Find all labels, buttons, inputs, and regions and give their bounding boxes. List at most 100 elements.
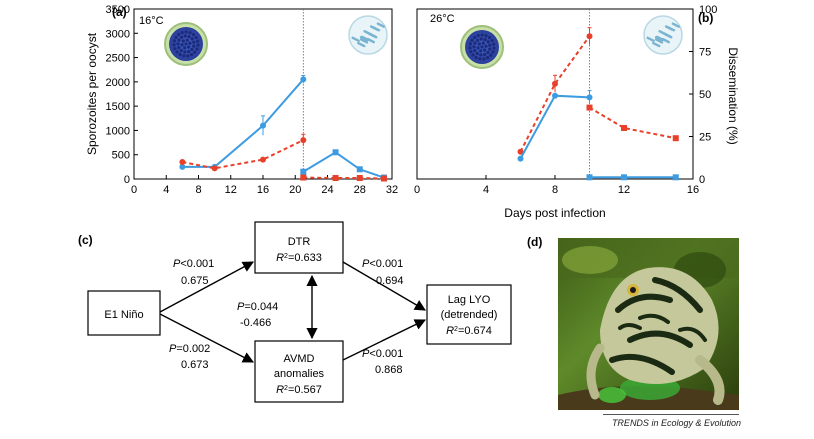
oocyst-dot: [172, 43, 176, 47]
oocyst-dot: [177, 38, 181, 42]
oocyst-dot: [475, 51, 479, 56]
node-avmd-r2: R2=0.567: [276, 384, 322, 396]
chart-a-point: [300, 168, 307, 175]
oocyst-dot: [474, 55, 478, 60]
chart-b-xtick-label: 12: [618, 184, 630, 196]
chart-panel-a: 0 500 1000 1500 2000 2500 3000 3500 0 4 8 12 16 20 24…: [85, 4, 398, 196]
oocyst-dot: [173, 47, 177, 51]
oocyst-dot: [480, 33, 484, 37]
oocyst-full-icon-b: [460, 25, 504, 69]
oocyst-dot: [487, 36, 492, 40]
chart-b-xtick-label: 16: [687, 184, 699, 196]
oocyst-dot: [177, 45, 181, 50]
oocyst-dot: [492, 46, 496, 50]
oocyst-dot: [492, 42, 496, 46]
panel-label-d: (d): [527, 235, 542, 249]
node-lag-r2: R2=0.674: [446, 325, 492, 337]
chart-a-point: [356, 175, 363, 182]
chart-b-ytick-label: 50: [699, 89, 711, 101]
oocyst-dot: [185, 38, 189, 42]
oocyst-dot: [174, 35, 178, 39]
oocyst-dot: [472, 45, 476, 49]
chart-a-ytick-label: 0: [124, 174, 130, 186]
oocyst-dot: [473, 35, 477, 40]
chart-b-xtick-label: 8: [552, 184, 558, 196]
chart-a-point: [300, 76, 307, 83]
chart-a-annotation: 16°C: [139, 15, 164, 27]
oocyst-dot: [491, 50, 495, 54]
oocyst-burst-icon: [348, 15, 388, 55]
oocyst-dot: [188, 41, 192, 45]
chart-a-series-2-line: [182, 139, 304, 170]
edge-dtr-lag-coef: 0.694: [376, 275, 404, 287]
chart-b-point: [621, 174, 627, 181]
chart-a-xtick-label: 32: [386, 184, 398, 196]
chart-a-point: [332, 149, 339, 156]
sporozoite: [646, 36, 655, 42]
panel-label-c: (c): [78, 233, 93, 247]
oocyst-dot: [196, 43, 200, 47]
oocyst-dot: [192, 44, 196, 48]
footer-rule: [603, 414, 739, 415]
panel-label-a: (a): [112, 5, 127, 19]
node-avmd: AVMD anomalies R2=0.567: [254, 340, 344, 403]
oocyst-dot: [189, 53, 194, 57]
sporozoite: [371, 26, 381, 32]
node-lag-label-2: (detrended): [441, 309, 498, 321]
chart-b-xlabel: Days post infection: [504, 206, 605, 220]
chart-panel-b: 0 25 50 75 100 0 4 8 12 16 Dissemination (%) Day…: [414, 4, 740, 220]
oocyst-dot: [178, 52, 182, 57]
oocyst-dot: [486, 40, 490, 44]
oocyst-dot: [193, 50, 197, 54]
oocyst-dot: [177, 32, 181, 37]
chart-a-xtick-label: 28: [354, 184, 366, 196]
oocyst-dot: [176, 42, 180, 46]
sporozoite: [376, 22, 386, 28]
node-dtr-label: DTR: [288, 236, 311, 248]
chart-a-ytick-label: 1000: [106, 125, 130, 137]
oocyst-dot: [478, 57, 482, 61]
oocyst-dot: [181, 39, 185, 43]
chart-a-series-3-line: [303, 176, 384, 180]
sporozoite: [654, 38, 664, 44]
sporozoite: [357, 41, 366, 48]
oocyst-dot: [490, 38, 494, 43]
oocyst-dot: [484, 44, 488, 48]
chart-b-point: [552, 92, 558, 99]
chart-b-ylabel: Dissemination (%): [726, 47, 740, 144]
oocyst-dot: [489, 53, 493, 57]
chart-a-xtick-label: 0: [131, 184, 137, 196]
node-avmd-label-1: AVMD: [284, 353, 315, 365]
oocyst-dot: [488, 43, 492, 47]
oocyst-dot: [191, 33, 196, 37]
oocyst-dot: [477, 42, 481, 46]
sporozoite: [359, 38, 369, 44]
oocyst-dot: [485, 56, 490, 60]
chart-a-ytick-label: 2000: [106, 77, 130, 89]
oocyst-dot: [180, 35, 184, 39]
oocyst-dot: [182, 54, 186, 58]
chart-b-series-2-line: [519, 94, 590, 160]
sporozoite: [671, 22, 681, 28]
chart-a-point: [179, 159, 186, 165]
oocyst-dot: [175, 50, 179, 54]
chart-a-ytick-label: 3500: [106, 4, 130, 16]
footer-credit: TRENDS in Ecology & Evolution: [611, 418, 741, 428]
chart-b-annotation: 26°C: [430, 13, 455, 25]
node-lag-label-1: Lag LYO: [448, 294, 491, 306]
chart-a-ylabel: Sporozoites per oocyst: [85, 32, 99, 155]
oocyst-dot: [480, 45, 484, 49]
chart-a-ytick-label: 2500: [106, 53, 130, 65]
sporozoite: [664, 33, 673, 39]
oocyst-dot: [479, 53, 483, 57]
chart-b-ytick-label: 25: [699, 132, 711, 144]
chart-b-point: [586, 174, 593, 181]
chart-a-point: [332, 175, 339, 182]
oocyst-dot: [473, 48, 477, 53]
oocyst-dot: [479, 37, 483, 41]
chart-b-series-1-line: [588, 106, 676, 140]
oocyst-dot: [190, 47, 194, 52]
edge-avmd-lag-coef: 0.868: [375, 364, 403, 376]
edge-dtr-lag-p: P<0.001: [362, 258, 403, 270]
